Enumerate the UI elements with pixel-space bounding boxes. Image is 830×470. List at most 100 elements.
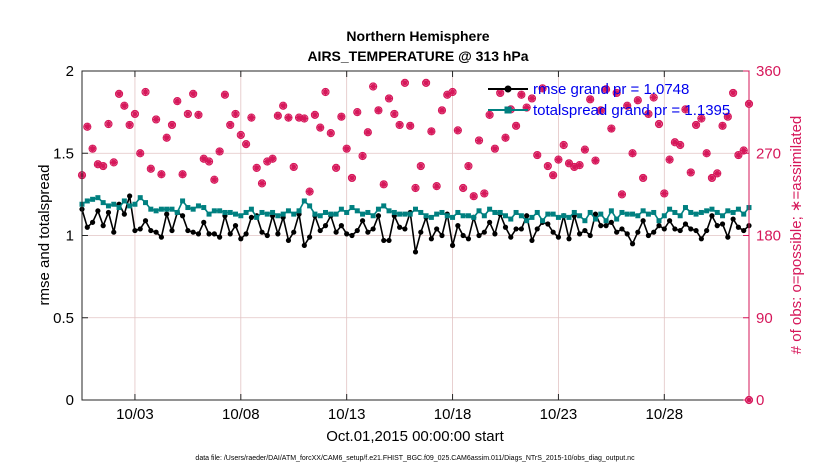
spread-point <box>566 214 572 220</box>
spread-point <box>201 205 207 211</box>
spread-point <box>661 213 667 219</box>
spread-point <box>174 209 180 215</box>
obs-assimilated-point <box>634 96 642 104</box>
spread-point <box>360 211 366 217</box>
obs-assimilated-point <box>226 121 234 129</box>
obs-assimilated-point <box>438 106 446 114</box>
spread-point <box>460 213 466 219</box>
rmse-point <box>259 229 265 235</box>
obs-assimilated-point <box>168 121 176 129</box>
spread-point <box>95 195 101 201</box>
spread-point <box>518 213 524 219</box>
obs-assimilated-point <box>279 102 287 110</box>
rmse-point <box>164 211 170 217</box>
obs-assimilated-point <box>253 164 261 172</box>
spread-point <box>296 208 302 214</box>
spread-point <box>349 205 355 211</box>
rmse-point <box>100 223 106 229</box>
spread-point <box>465 213 471 219</box>
obs-assimilated-point <box>660 189 668 198</box>
rmse-point <box>603 223 609 229</box>
rmse-point <box>534 226 540 232</box>
spread-point <box>561 213 567 219</box>
spread-point <box>206 211 212 217</box>
spread-point <box>238 213 244 219</box>
obs-assimilated-point <box>459 184 467 192</box>
obs-assimilated-point <box>475 136 483 145</box>
spread-point <box>333 211 339 217</box>
obs-assimilated-point <box>126 121 134 129</box>
spread-point <box>651 209 657 215</box>
obs-assimilated-point <box>417 162 425 170</box>
rmse-point <box>481 229 487 235</box>
obs-assimilated-point <box>501 134 510 142</box>
y2-tick-label: 90 <box>756 310 773 327</box>
rmse-point <box>619 226 625 232</box>
y-tick-label: 1 <box>66 228 74 245</box>
obs-assimilated-point <box>639 174 647 182</box>
obs-assimilated-point <box>216 147 224 155</box>
obs-assimilated-point <box>618 190 626 198</box>
rmse-point <box>158 234 165 240</box>
obs-assimilated-point <box>740 146 748 155</box>
spread-point <box>270 209 276 215</box>
obs-assimilated-point <box>433 182 441 190</box>
spread-point <box>735 206 741 212</box>
spread-point <box>275 213 281 219</box>
legend-rmse-label: rmse grand pr = 1.0748 <box>533 81 689 98</box>
spread-point <box>592 216 598 222</box>
rmse-point <box>349 232 355 239</box>
spread-point <box>529 214 535 220</box>
spread-point <box>730 209 736 215</box>
rmse-point <box>206 231 212 237</box>
rmse-point <box>148 227 154 234</box>
rmse-point <box>524 213 530 219</box>
spread-point <box>402 211 408 217</box>
spread-point <box>307 203 313 209</box>
rmse-point <box>217 234 223 240</box>
spread-point <box>476 208 482 214</box>
obs-assimilated-point <box>703 149 711 157</box>
obs-assimilated-point <box>337 113 345 121</box>
obs-assimilated-point <box>671 138 679 146</box>
rmse-point <box>402 226 408 232</box>
obs-assimilated-point <box>470 192 478 200</box>
obs-assimilated-point <box>676 141 684 149</box>
rmse-point <box>582 227 588 234</box>
spread-point <box>264 211 270 217</box>
spread-point <box>365 209 371 215</box>
obs-assimilated-point <box>359 152 367 160</box>
obs-assimilated-point <box>210 176 218 184</box>
rmse-point <box>550 229 556 235</box>
obs-assimilated-point <box>454 126 462 134</box>
rmse-point <box>127 193 133 199</box>
x-tick-label: 10/18 <box>434 406 472 423</box>
obs-assimilated-point <box>464 162 472 170</box>
legend-rmse-marker <box>504 85 512 93</box>
y-tick-label: 1.5 <box>53 145 74 162</box>
y-tick-label: 0 <box>66 392 74 409</box>
rmse-point <box>577 231 583 237</box>
obs-assimilated-point <box>290 163 298 171</box>
x-tick-label: 10/13 <box>328 406 366 423</box>
rmse-point <box>307 234 313 240</box>
spread-point <box>243 209 249 215</box>
rmse-point <box>555 234 562 240</box>
spread-point <box>603 218 609 224</box>
spread-point <box>624 211 630 217</box>
rmse-point <box>465 236 472 242</box>
rmse-point <box>735 224 742 230</box>
rmse-point <box>375 213 382 219</box>
spread-point <box>471 214 477 220</box>
spread-point <box>195 203 201 209</box>
spread-point <box>487 206 493 212</box>
obs-assimilated-point <box>549 171 557 179</box>
obs-assimilated-point <box>713 169 721 177</box>
obs-assimilated-point <box>94 160 102 168</box>
spread-point <box>158 206 164 212</box>
obs-assimilated-point <box>147 165 155 173</box>
obs-assimilated-point <box>131 110 139 118</box>
spread-point <box>481 213 487 219</box>
obs-assimilated-point <box>242 140 250 148</box>
rmse-point <box>460 232 466 239</box>
